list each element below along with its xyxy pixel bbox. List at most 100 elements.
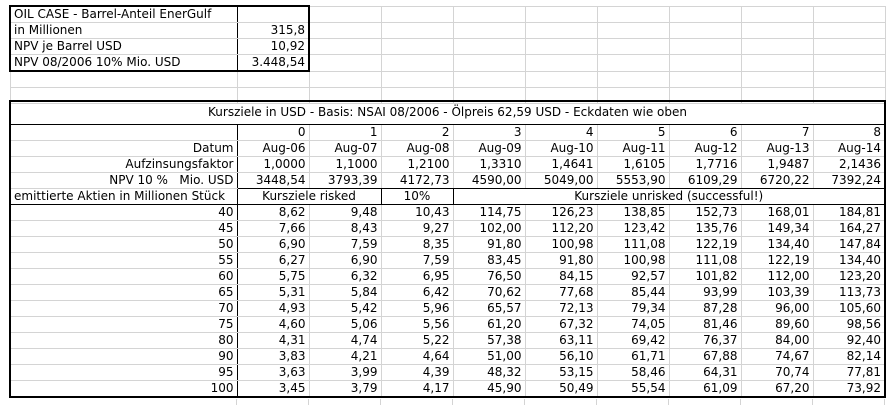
price-cell[interactable]: 4,21	[308, 347, 382, 365]
price-cell[interactable]: 93,99	[668, 283, 742, 301]
price-cell[interactable]: 72,13	[524, 299, 598, 317]
shares-cell[interactable]: 90	[9, 347, 238, 365]
price-cell[interactable]: 69,42	[596, 331, 670, 349]
info-value-cell[interactable]: 10,92	[236, 38, 310, 55]
empty-cell[interactable]	[596, 5, 670, 23]
price-cell[interactable]: 134,40	[740, 235, 814, 253]
param-value-cell[interactable]: Aug-12	[668, 139, 742, 157]
empty-cell[interactable]	[236, 70, 310, 88]
empty-cell[interactable]	[380, 70, 454, 88]
price-cell[interactable]: 4,74	[308, 331, 382, 349]
empty-cell[interactable]	[812, 38, 886, 55]
empty-cell[interactable]	[452, 5, 526, 23]
empty-cell[interactable]	[452, 54, 526, 72]
risked-header-cell[interactable]: Kursziele risked	[236, 187, 382, 205]
price-cell[interactable]: 74,67	[740, 347, 814, 365]
empty-cell[interactable]	[452, 22, 526, 39]
year-index-cell[interactable]: 1	[308, 123, 382, 141]
price-cell[interactable]: 10,43	[380, 203, 454, 221]
price-cell[interactable]: 3,63	[236, 363, 310, 381]
price-cell[interactable]: 4,60	[236, 315, 310, 333]
price-cell[interactable]: 91,80	[524, 251, 598, 269]
price-cell[interactable]: 8,62	[236, 203, 310, 221]
price-cell[interactable]: 84,15	[524, 267, 598, 285]
unrisked-header-cell[interactable]: Kursziele unrisked (successful!)	[452, 187, 886, 205]
shares-cell[interactable]: 65	[9, 283, 238, 301]
price-cell[interactable]: 4,93	[236, 299, 310, 317]
shares-cell[interactable]: 40	[9, 203, 238, 221]
param-value-cell[interactable]: 1,6105	[596, 155, 670, 173]
shares-cell[interactable]: 55	[9, 251, 238, 269]
price-cell[interactable]: 67,32	[524, 315, 598, 333]
price-cell[interactable]: 6,27	[236, 251, 310, 269]
info-label-cell[interactable]: NPV 08/2006 10% Mio. USD	[9, 54, 238, 72]
price-cell[interactable]: 8,35	[380, 235, 454, 253]
price-cell[interactable]: 5,75	[236, 267, 310, 285]
row-label-cell[interactable]	[9, 123, 238, 141]
empty-cell[interactable]	[596, 54, 670, 72]
year-index-cell[interactable]: 3	[452, 123, 526, 141]
info-label-cell[interactable]: in Millionen	[9, 22, 238, 39]
price-cell[interactable]: 6,95	[380, 267, 454, 285]
empty-cell[interactable]	[524, 38, 598, 55]
price-cell[interactable]: 77,81	[812, 363, 886, 381]
price-cell[interactable]: 96,00	[740, 299, 814, 317]
price-cell[interactable]: 122,19	[740, 251, 814, 269]
price-cell[interactable]: 101,82	[668, 267, 742, 285]
empty-cell[interactable]	[812, 70, 886, 88]
empty-cell[interactable]	[380, 22, 454, 39]
price-cell[interactable]: 5,22	[380, 331, 454, 349]
empty-cell[interactable]	[524, 70, 598, 88]
param-value-cell[interactable]: 6720,22	[740, 171, 814, 189]
empty-cell[interactable]	[524, 22, 598, 39]
price-cell[interactable]: 111,08	[668, 251, 742, 269]
price-cell[interactable]: 105,60	[812, 299, 886, 317]
shares-cell[interactable]: 70	[9, 299, 238, 317]
price-cell[interactable]: 51,00	[452, 347, 526, 365]
price-cell[interactable]: 89,60	[740, 315, 814, 333]
param-value-cell[interactable]: 5049,00	[524, 171, 598, 189]
price-cell[interactable]: 98,56	[812, 315, 886, 333]
param-value-cell[interactable]: Aug-07	[308, 139, 382, 157]
info-value-cell[interactable]: 315,8	[236, 22, 310, 39]
empty-cell[interactable]	[668, 70, 742, 88]
empty-cell[interactable]	[380, 5, 454, 23]
param-value-cell[interactable]: 2,1436	[812, 155, 886, 173]
param-value-cell[interactable]: 4172,73	[380, 171, 454, 189]
price-cell[interactable]: 123,42	[596, 219, 670, 237]
price-cell[interactable]: 6,90	[308, 251, 382, 269]
price-cell[interactable]: 149,34	[740, 219, 814, 237]
table-title-cell[interactable]: Kursziele in USD - Basis: NSAI 08/2006 -…	[9, 100, 886, 125]
empty-cell[interactable]	[596, 70, 670, 88]
price-cell[interactable]: 3,99	[308, 363, 382, 381]
price-cell[interactable]: 82,14	[812, 347, 886, 365]
price-cell[interactable]: 57,38	[452, 331, 526, 349]
empty-cell[interactable]	[812, 54, 886, 72]
empty-cell[interactable]	[380, 54, 454, 72]
info-value-cell[interactable]	[236, 5, 310, 23]
price-cell[interactable]: 6,42	[380, 283, 454, 301]
price-cell[interactable]: 5,06	[308, 315, 382, 333]
price-cell[interactable]: 92,57	[596, 267, 670, 285]
price-cell[interactable]: 81,46	[668, 315, 742, 333]
shares-cell[interactable]: 80	[9, 331, 238, 349]
price-cell[interactable]: 123,20	[812, 267, 886, 285]
param-value-cell[interactable]: Aug-06	[236, 139, 310, 157]
shares-cell[interactable]: 60	[9, 267, 238, 285]
price-cell[interactable]: 8,43	[308, 219, 382, 237]
param-value-cell[interactable]: Aug-08	[380, 139, 454, 157]
price-cell[interactable]: 61,71	[596, 347, 670, 365]
price-cell[interactable]: 126,23	[524, 203, 598, 221]
price-cell[interactable]: 83,45	[452, 251, 526, 269]
price-cell[interactable]: 65,57	[452, 299, 526, 317]
price-cell[interactable]: 134,40	[812, 251, 886, 269]
price-cell[interactable]: 135,76	[668, 219, 742, 237]
empty-cell[interactable]	[668, 22, 742, 39]
param-value-cell[interactable]: 4590,00	[452, 171, 526, 189]
price-cell[interactable]: 50,49	[524, 379, 598, 397]
price-cell[interactable]: 48,32	[452, 363, 526, 381]
price-cell[interactable]: 55,54	[596, 379, 670, 397]
param-value-cell[interactable]: 1,0000	[236, 155, 310, 173]
year-index-cell[interactable]: 2	[380, 123, 454, 141]
price-cell[interactable]: 5,42	[308, 299, 382, 317]
